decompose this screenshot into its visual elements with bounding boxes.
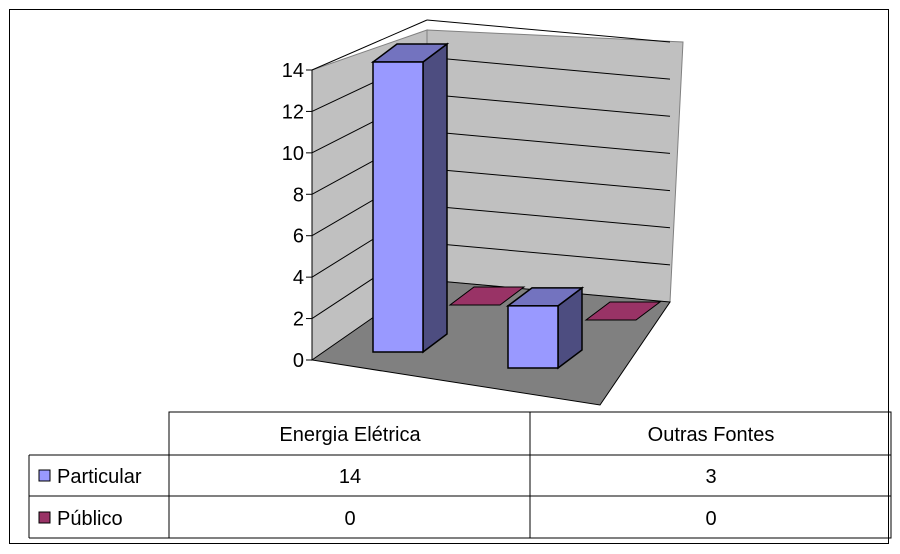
y-tick-label-6: 6 — [293, 226, 304, 248]
table-cell-publico-energia: 0 — [344, 508, 355, 530]
legend-swatch-publico — [38, 511, 51, 524]
table-row-label-particular: Particular — [57, 466, 142, 488]
bar-particular-front-1 — [507, 305, 559, 369]
y-tick-label-12: 12 — [282, 101, 304, 123]
y-tick-label-8: 8 — [293, 184, 304, 206]
bar-particular-0 — [370, 42, 450, 354]
gridline-back-6 — [426, 168, 671, 192]
bar-particular-side-0 — [422, 42, 448, 354]
table-header-energia: Energia Elétrica — [279, 424, 421, 446]
table-cell-publico-outras: 0 — [705, 508, 716, 530]
y-tick-label-2: 2 — [293, 309, 304, 331]
table-row-label-publico: Público — [57, 508, 123, 530]
bar-particular-front-0 — [372, 61, 424, 353]
bar-publico-1 — [584, 301, 662, 321]
gridline-back-8 — [426, 130, 671, 154]
table-cell-particular-energia: 14 — [339, 466, 361, 488]
gridline-back-12 — [426, 56, 671, 80]
gridline-back-10 — [426, 93, 671, 117]
y-tick-label-0: 0 — [293, 350, 304, 372]
gridline-back-4 — [426, 205, 671, 229]
bar-publico-0 — [448, 286, 526, 306]
back-wall — [426, 29, 684, 303]
y-tick-label-4: 4 — [293, 267, 304, 289]
table-header-outras: Outras Fontes — [648, 424, 775, 446]
gridline-left-14 — [311, 19, 428, 71]
y-tick-label-10: 10 — [282, 143, 304, 165]
bar-particular-1 — [505, 286, 585, 370]
gridline-back-14 — [426, 19, 671, 43]
data-table: Energia Elétrica Outras Fontes Particula… — [28, 411, 892, 539]
gridline-back-2 — [426, 242, 671, 266]
table-cell-particular-outras: 3 — [705, 466, 716, 488]
y-tick-label-14: 14 — [282, 60, 304, 82]
y-axis-ticks: 0 2 4 6 8 10 12 14 — [282, 60, 313, 372]
bars — [370, 42, 662, 370]
legend-swatch-particular — [38, 469, 51, 482]
